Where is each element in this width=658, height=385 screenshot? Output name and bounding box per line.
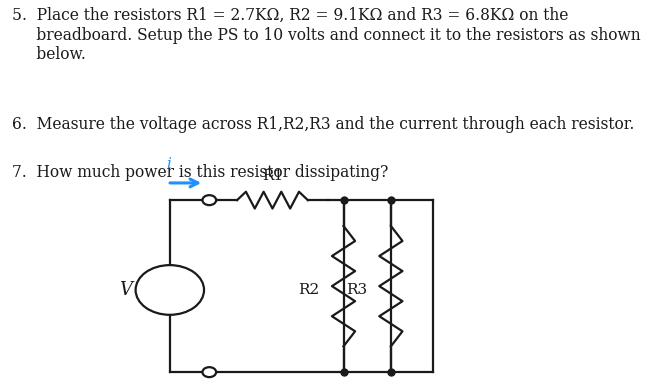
Circle shape xyxy=(203,195,216,205)
Text: +: + xyxy=(163,273,176,288)
Text: R1: R1 xyxy=(262,169,283,183)
Text: i: i xyxy=(166,157,171,171)
Text: V: V xyxy=(118,281,132,299)
Circle shape xyxy=(203,367,216,377)
Text: 5.  Place the resistors R1 = 2.7KΩ, R2 = 9.1KΩ and R3 = 6.8KΩ on the
     breadb: 5. Place the resistors R1 = 2.7KΩ, R2 = … xyxy=(12,7,640,63)
Text: 6.  Measure the voltage across R1,R2,R3 and the current through each resistor.: 6. Measure the voltage across R1,R2,R3 a… xyxy=(12,116,634,133)
Text: R3: R3 xyxy=(346,283,367,297)
Text: R2: R2 xyxy=(299,283,320,297)
Text: −: − xyxy=(163,292,177,309)
Text: 7.  How much power is this resistor dissipating?: 7. How much power is this resistor dissi… xyxy=(12,164,388,181)
Circle shape xyxy=(136,265,204,315)
